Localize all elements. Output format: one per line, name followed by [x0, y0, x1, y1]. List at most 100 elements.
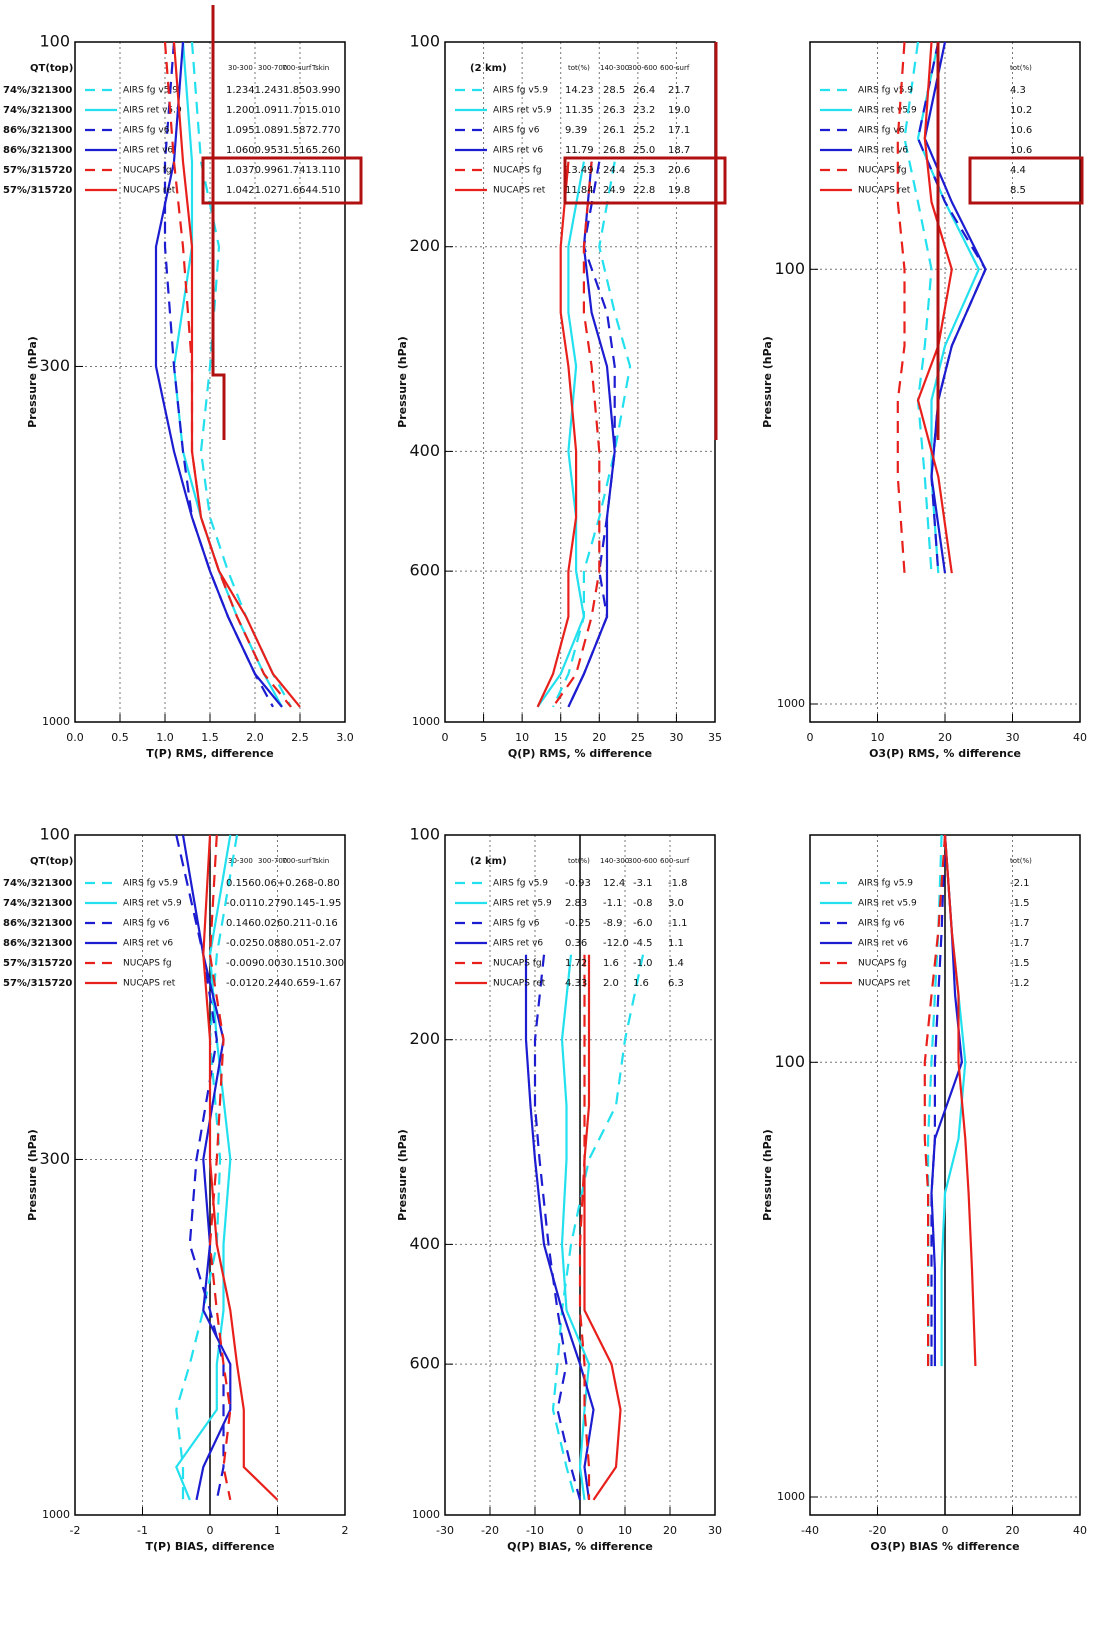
legend-header: Tskin [311, 857, 329, 865]
x-tick-label: 20 [592, 731, 606, 744]
legend-header: tot(%) [568, 64, 590, 72]
legend-stat: 26.8 [603, 145, 625, 156]
y-tick-label: 600 [409, 561, 440, 580]
legend-label: AIRS fg v5.9 [123, 86, 178, 96]
annotation-box [563, 156, 727, 205]
x-tick-label: 30 [669, 731, 683, 744]
legend-stat: -4.5 [633, 938, 653, 949]
legend-stat: 1.0421.0271.6644.510 [226, 185, 341, 196]
y-tick-label: 200 [409, 1029, 440, 1048]
x-tick-label: -1 [137, 1524, 148, 1537]
legend-label: AIRS ret v5.9 [493, 899, 552, 909]
legend-stat: 11.84 [565, 185, 594, 196]
profile-line [524, 954, 595, 1501]
legend-stat: 19.0 [668, 105, 690, 116]
x-tick-label: -2 [70, 1524, 81, 1537]
y-tick-label: 100 [409, 825, 440, 844]
legend-label: NUCAPS fg [858, 166, 907, 176]
legend-header: 140-300 [600, 64, 629, 72]
x-tick-label: -10 [526, 1524, 544, 1537]
legend-stat: -0.93 [565, 878, 591, 889]
x-axis-title: O3(P) RMS, % difference [869, 747, 1021, 760]
legend-label: NUCAPS ret [123, 979, 176, 989]
legend-stat: -3.1 [633, 878, 653, 889]
legend-stat: 1.0370.9961.7413.110 [226, 165, 341, 176]
legend-header: 30-300 [228, 857, 253, 865]
profile-line [896, 41, 906, 574]
legend-stat: -1.0 [633, 958, 653, 969]
legend-stat: 1.6 [633, 978, 649, 989]
legend-stat: 0.1560.06+0.268-0.80 [226, 878, 340, 889]
legend-label: NUCAPS ret [123, 186, 176, 196]
legend-header: tot(%) [568, 857, 590, 865]
x-tick-label: 2.0 [246, 731, 264, 744]
y-tick-label: 1000 [42, 1508, 70, 1521]
legend-sample-label: 57%/315720 [3, 978, 72, 989]
legend-stat: -1.7 [1010, 918, 1030, 929]
x-tick-label: 30 [708, 1524, 722, 1537]
profile-line [923, 41, 987, 574]
x-tick-label: 35 [708, 731, 722, 744]
legend-stat: 12.4 [603, 878, 625, 889]
legend-stat: -1.5 [1010, 898, 1030, 909]
x-tick-label: 5 [480, 731, 487, 744]
legend-header: 300-600 [628, 857, 657, 865]
y-axis-title: Pressure (hPa) [26, 336, 39, 428]
legend-header: 300-700 [258, 64, 287, 72]
y-tick-label: 1000 [42, 715, 70, 728]
x-tick-label: 0.5 [111, 731, 129, 744]
legend-stat: 10.6 [1010, 145, 1032, 156]
legend-stat: 11.79 [565, 145, 594, 156]
legend-label: NUCAPS fg [493, 166, 542, 176]
legend-label: AIRS ret v6 [493, 146, 543, 156]
annotation-box [968, 156, 1084, 205]
legend-stat: 4.4 [1010, 165, 1026, 176]
y-tick-label: 300 [39, 356, 70, 375]
profile-line [567, 161, 616, 708]
profile-line [916, 41, 953, 574]
profile-line [172, 41, 301, 708]
legend-stat: -0.25 [565, 918, 591, 929]
x-tick-label: 10 [618, 1524, 632, 1537]
x-tick-label: 1 [274, 1524, 281, 1537]
legend-stat: 2.83 [565, 898, 587, 909]
legend-title: (2 km) [470, 63, 507, 74]
legend-sample-label: 86%/321300 [3, 125, 72, 136]
legend-label: AIRS fg v6 [493, 126, 540, 136]
legend-label: AIRS fg v5.9 [493, 879, 548, 889]
x-tick-label: 30 [1006, 731, 1020, 744]
legend-stat: 22.8 [633, 185, 655, 196]
x-tick-label: -20 [869, 1524, 887, 1537]
legend-stat: 18.7 [668, 145, 690, 156]
legend-stat: 17.1 [668, 125, 690, 136]
y-axis-title: Pressure (hPa) [761, 1129, 774, 1221]
x-tick-label: 20 [938, 731, 952, 744]
x-axis-title: Q(P) RMS, % difference [508, 747, 652, 760]
legend-label: NUCAPS fg [123, 959, 172, 969]
legend-label: NUCAPS ret [858, 186, 911, 196]
legend-label: AIRS ret v5.9 [858, 899, 917, 909]
annotation-line [211, 5, 226, 440]
y-tick-label: 600 [409, 1354, 440, 1373]
x-tick-label: -20 [481, 1524, 499, 1537]
legend-stat: 19.8 [668, 185, 690, 196]
y-tick-label: 1000 [777, 1490, 805, 1503]
legend-header: 600-surf [660, 64, 690, 72]
legend-label: AIRS ret v5.9 [858, 106, 917, 116]
y-tick-label: 100 [39, 825, 70, 844]
legend-stat: 24.4 [603, 165, 625, 176]
legend-stat: 26.1 [603, 125, 625, 136]
legend-header: 300-700 [258, 857, 287, 865]
x-tick-label: 25 [631, 731, 645, 744]
legend-stat: -12.0 [603, 938, 629, 949]
y-tick-label: 400 [409, 441, 440, 460]
profile-line [154, 41, 283, 708]
legend-label: AIRS fg v6 [123, 126, 170, 136]
legend-stat: 10.2 [1010, 105, 1032, 116]
x-tick-label: 40 [1073, 731, 1087, 744]
x-tick-label: 0 [942, 1524, 949, 1537]
plot-frame [74, 41, 346, 723]
profile-line [202, 834, 279, 1501]
legend-stat: -1.2 [1010, 978, 1030, 989]
